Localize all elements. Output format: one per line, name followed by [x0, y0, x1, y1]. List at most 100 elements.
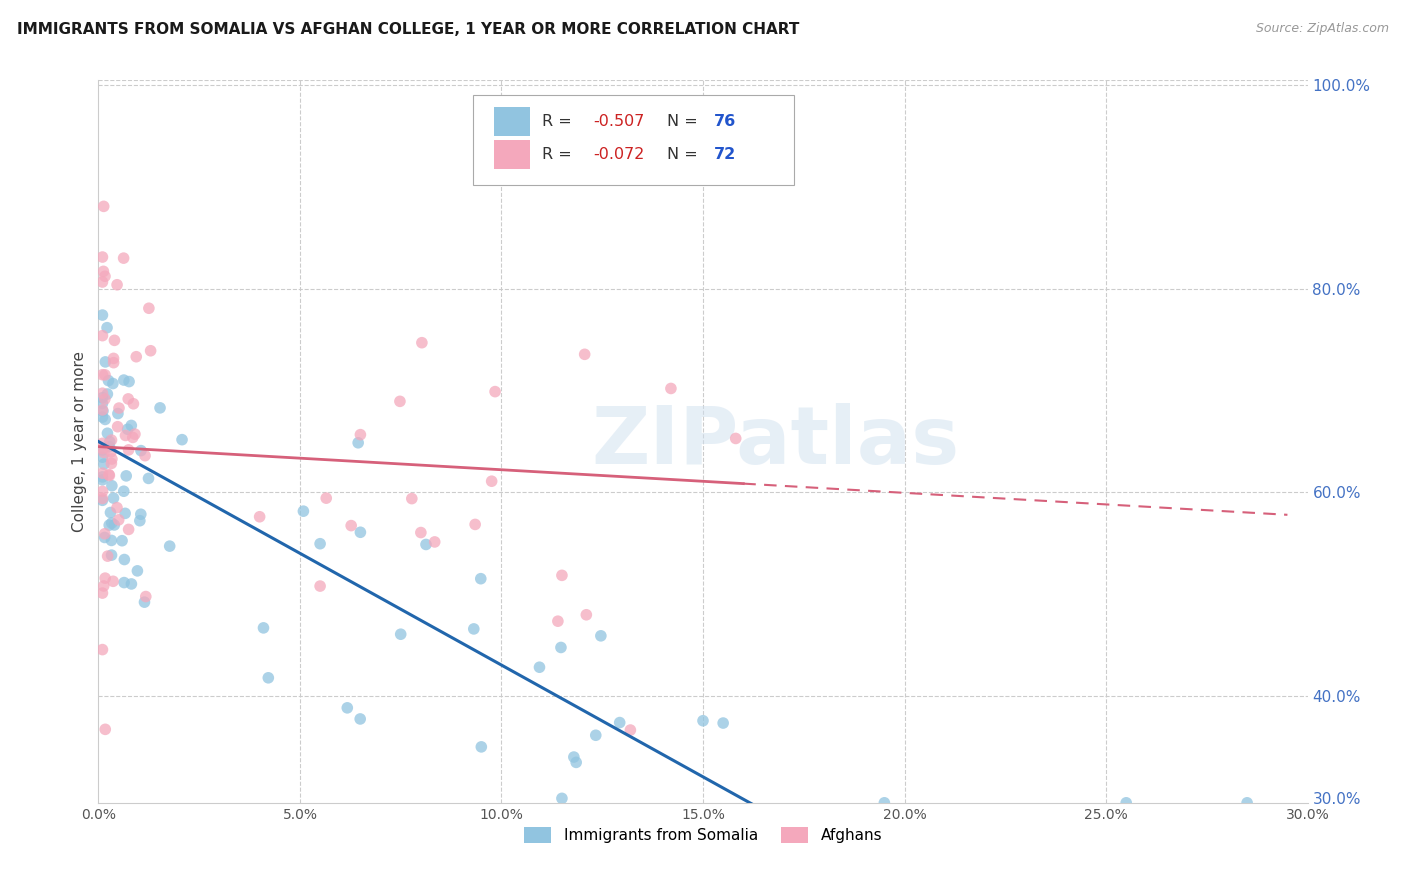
Point	[692, 714, 714, 728]
Point	[93, 264, 115, 278]
Point	[91, 491, 114, 506]
Text: R =: R =	[543, 114, 576, 129]
Point	[609, 715, 631, 730]
Point	[127, 564, 149, 578]
Point	[129, 443, 152, 458]
Point	[103, 518, 125, 533]
Point	[91, 450, 114, 465]
Text: IMMIGRANTS FROM SOMALIA VS AFGHAN COLLEGE, 1 YEAR OR MORE CORRELATION CHART: IMMIGRANTS FROM SOMALIA VS AFGHAN COLLEG…	[17, 22, 799, 37]
Point	[112, 373, 135, 387]
Point	[91, 493, 114, 508]
Point	[91, 586, 114, 600]
Point	[93, 526, 115, 541]
FancyBboxPatch shape	[494, 140, 530, 169]
Point	[94, 368, 117, 382]
Point	[551, 791, 574, 805]
Point	[249, 509, 271, 524]
Point	[91, 410, 114, 425]
Point	[98, 468, 121, 483]
Point	[128, 514, 150, 528]
Point	[112, 484, 135, 499]
Point	[91, 466, 114, 480]
Point	[1115, 796, 1137, 810]
Point	[114, 428, 136, 442]
Point	[91, 484, 114, 499]
Point	[105, 277, 128, 292]
Point	[134, 595, 156, 609]
Point	[463, 622, 485, 636]
FancyBboxPatch shape	[494, 107, 530, 136]
Point	[125, 350, 148, 364]
Point	[112, 575, 135, 590]
Y-axis label: College, 1 year or more: College, 1 year or more	[72, 351, 87, 532]
Point	[252, 621, 274, 635]
Point	[103, 351, 125, 366]
Point	[101, 376, 124, 391]
Point	[138, 471, 160, 485]
Point	[409, 525, 432, 540]
FancyBboxPatch shape	[474, 95, 793, 185]
Point	[107, 419, 129, 434]
Point	[585, 728, 607, 742]
Point	[659, 381, 682, 395]
Point	[96, 320, 118, 334]
Point	[91, 642, 114, 657]
Point	[100, 433, 122, 447]
Point	[124, 427, 146, 442]
Point	[315, 491, 337, 505]
Point	[93, 457, 115, 471]
Text: -0.072: -0.072	[593, 147, 644, 162]
Point	[470, 739, 492, 754]
Point	[347, 435, 370, 450]
Point	[100, 445, 122, 459]
Point	[98, 440, 121, 454]
Point	[547, 614, 569, 628]
Point	[93, 445, 115, 459]
Point	[138, 301, 160, 316]
Point	[117, 422, 139, 436]
Text: R =: R =	[543, 147, 576, 162]
Point	[120, 577, 142, 591]
Point	[551, 568, 574, 582]
Point	[129, 508, 152, 522]
Point	[105, 500, 128, 515]
Point	[91, 386, 114, 401]
Point	[100, 457, 122, 471]
Point	[93, 531, 115, 545]
Point	[91, 275, 114, 289]
Point	[401, 491, 423, 506]
Point	[470, 572, 492, 586]
Point	[724, 432, 747, 446]
Point	[97, 549, 120, 563]
Point	[118, 375, 141, 389]
Point	[115, 468, 138, 483]
Point	[93, 199, 115, 213]
Point	[309, 537, 332, 551]
Point	[91, 470, 114, 484]
Point	[98, 518, 121, 533]
Point	[575, 607, 598, 622]
Point	[415, 537, 437, 551]
Legend: Immigrants from Somalia, Afghans: Immigrants from Somalia, Afghans	[517, 822, 889, 849]
Point	[91, 443, 114, 458]
Point	[91, 404, 114, 418]
Point	[120, 418, 142, 433]
Point	[574, 347, 596, 361]
Point	[114, 507, 136, 521]
Point	[107, 407, 129, 421]
Point	[100, 516, 122, 530]
Point	[91, 442, 114, 456]
Point	[103, 334, 125, 348]
Point	[94, 571, 117, 585]
Point	[94, 392, 117, 406]
Point	[349, 712, 371, 726]
Point	[529, 660, 551, 674]
Point	[96, 426, 118, 441]
Point	[91, 436, 114, 450]
Point	[257, 671, 280, 685]
Text: ZIPatlas: ZIPatlas	[592, 402, 960, 481]
Point	[117, 523, 139, 537]
Point	[103, 356, 125, 370]
Point	[111, 533, 134, 548]
Point	[873, 796, 896, 810]
